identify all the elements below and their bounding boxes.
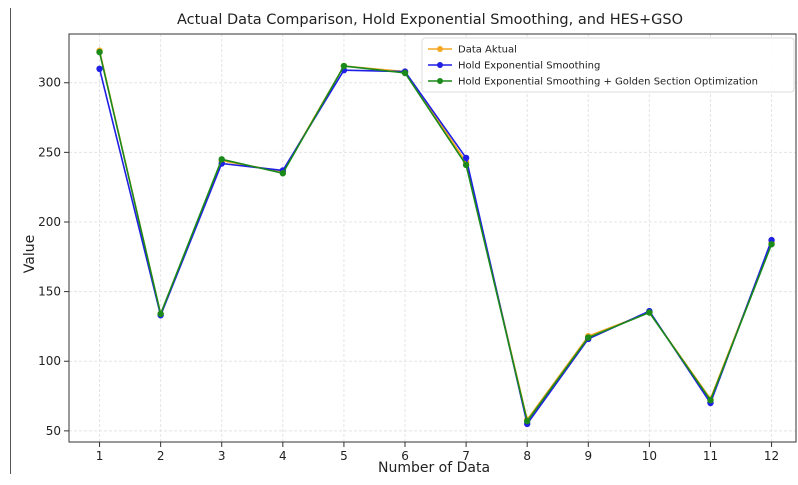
legend-item: Hold Exponential Smoothing + Golden Sect…: [428, 77, 758, 88]
x-tick-label: 4: [279, 449, 287, 463]
y-tick-label: 250: [38, 145, 61, 159]
x-tick-label: 11: [703, 449, 718, 463]
data-point: [218, 156, 225, 163]
legend-item: Data Aktual: [428, 45, 517, 56]
data-point: [401, 69, 409, 77]
data-point: [646, 309, 653, 316]
chart-title: Actual Data Comparison, Hold Exponential…: [177, 12, 683, 28]
data-point: [96, 65, 103, 73]
x-tick-label: 10: [642, 449, 657, 463]
data-point: [768, 241, 775, 248]
x-tick-label: 9: [584, 449, 592, 463]
x-tick-label: 7: [462, 449, 470, 463]
x-axis-label: Number of Data: [378, 460, 490, 476]
y-tick-label: 200: [38, 215, 61, 229]
y-tick-label: 150: [38, 285, 61, 299]
legend: Data Aktual Hold Exponential Smoothing Hol…: [421, 37, 795, 93]
series-1: [96, 47, 775, 423]
x-tick-label: 3: [218, 449, 226, 463]
x-tick-label: 1: [96, 449, 104, 463]
x-tick-label: 8: [523, 449, 531, 463]
series-line: [98, 50, 773, 421]
y-tick-label: 100: [38, 354, 61, 368]
legend-swatch-marker: [437, 78, 443, 84]
data-point: [462, 161, 470, 169]
legend-label: Data Aktual: [458, 45, 517, 56]
legend-swatch-marker: [437, 62, 443, 68]
data-point: [523, 417, 531, 425]
series-layer: [96, 47, 775, 428]
legend-label: Hold Exponential Smoothing: [458, 61, 600, 72]
grid-layer: [69, 34, 796, 442]
legend-swatch-marker: [437, 46, 443, 52]
y-tick-label: 50: [46, 424, 61, 438]
legend-box: [421, 37, 795, 93]
x-tick-label: 2: [157, 449, 165, 463]
series-3: [96, 48, 775, 425]
x-tick-label: 12: [764, 449, 779, 463]
data-point: [585, 334, 592, 341]
x-tick-label: 6: [401, 449, 409, 463]
data-point: [279, 170, 287, 177]
plot-area-border: [68, 33, 797, 443]
data-point: [96, 48, 103, 56]
series-line: [98, 51, 773, 422]
left-border-rule: [10, 8, 11, 474]
data-point: [707, 397, 714, 404]
y-tick-label: 300: [38, 76, 61, 90]
legend-label: Hold Exponential Smoothing + Golden Sect…: [458, 77, 758, 88]
y-axis-label: Value: [22, 235, 38, 273]
x-tick-label: 5: [340, 449, 348, 463]
data-point: [462, 154, 470, 162]
legend-item: Hold Exponential Smoothing: [428, 61, 600, 72]
series-line: [98, 68, 773, 425]
data-point: [340, 62, 348, 70]
data-point: [157, 310, 164, 318]
